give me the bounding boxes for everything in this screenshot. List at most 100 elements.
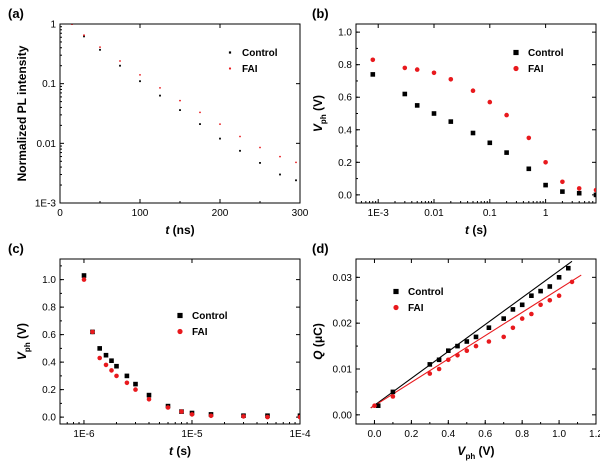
series-control <box>81 273 300 418</box>
y-axis-var: V <box>15 351 29 360</box>
data-point <box>259 146 261 149</box>
data-point <box>97 355 102 361</box>
y-tick-label: 0.4 <box>338 125 352 136</box>
legend-label-control: Control <box>242 48 278 59</box>
data-point <box>486 325 492 330</box>
panel-b: (b) 1E-3 0.01 0.1 1 0.0 0.2 0.4 0.6 0.8 1.0 t (s) Vp… <box>311 6 597 237</box>
y-axis-unit: (V) <box>311 95 325 114</box>
x-tick-label: 1.0 <box>552 429 566 440</box>
data-point <box>114 373 119 379</box>
data-point <box>97 346 102 351</box>
x-tick-label: 200 <box>212 208 229 219</box>
x-tick-label: 1E-4 <box>289 429 311 440</box>
data-point <box>538 302 543 308</box>
legend-marker-control <box>513 49 519 56</box>
data-point <box>473 343 479 349</box>
data-point <box>71 24 73 25</box>
x-tick-label: 0.01 <box>424 208 444 219</box>
data-point <box>83 34 85 37</box>
y-axis-sub: ph <box>23 342 32 352</box>
data-point <box>146 397 152 402</box>
data-layer <box>81 273 300 420</box>
data-point <box>372 403 377 409</box>
data-point <box>208 413 214 419</box>
data-point <box>103 352 109 358</box>
data-point <box>90 329 95 335</box>
data-point <box>576 190 582 196</box>
y-axis-label: Q (μC) <box>311 323 325 360</box>
x-tick-label: 0 <box>57 208 63 219</box>
x-axis-unit: (s) <box>469 223 487 237</box>
x-tick-label: 1E-3 <box>368 208 390 219</box>
x-axis-var: V <box>457 444 466 458</box>
panel-label: (d) <box>312 241 329 256</box>
x-axis-var: t <box>465 223 470 237</box>
legend-label-control: Control <box>408 287 444 298</box>
data-point <box>446 348 451 353</box>
data-point <box>414 67 420 72</box>
legend-marker-fai <box>177 328 183 335</box>
y-tick-label: 1.0 <box>338 28 352 39</box>
data-point <box>473 334 479 340</box>
series-fai <box>81 277 300 420</box>
data-point <box>436 357 442 363</box>
data-point <box>139 80 141 83</box>
panel-c: (c) 1E-6 1E-5 1E-4 0.0 0.2 0.4 0.6 0.8 1.0 t (s) Vp… <box>8 241 311 458</box>
data-point <box>103 362 109 368</box>
data-point <box>124 373 130 379</box>
y-axis-unit: (V) <box>15 323 29 342</box>
x-axis-var: t <box>165 223 170 237</box>
y-tick-label: 1 <box>50 20 56 31</box>
legend: Control FAI <box>177 311 228 338</box>
data-point <box>139 74 141 76</box>
data-point <box>375 403 381 408</box>
y-tick-label: 0.6 <box>338 93 352 104</box>
y-tick-label: 0.03 <box>333 273 353 284</box>
data-point <box>219 137 221 140</box>
x-tick-label: 0.1 <box>483 208 497 219</box>
series-fai <box>370 57 596 193</box>
data-point <box>119 64 121 67</box>
data-point <box>526 135 532 141</box>
data-point <box>159 94 161 97</box>
x-tick-label: 300 <box>292 208 309 219</box>
data-point <box>259 162 261 164</box>
data-point <box>159 87 161 89</box>
y-tick-label: 0.1 <box>42 79 56 90</box>
data-point <box>427 362 433 367</box>
legend-marker-control <box>228 51 232 54</box>
data-point <box>486 339 492 344</box>
y-tick-label: 0.0 <box>42 413 56 424</box>
data-point <box>239 149 241 152</box>
data-point <box>487 99 493 105</box>
data-point <box>501 316 506 321</box>
data-point <box>146 392 152 398</box>
y-axis-label: Vph (V) <box>311 95 328 132</box>
fit-line-control <box>370 260 573 409</box>
data-point <box>464 348 470 354</box>
data-point <box>239 135 241 138</box>
panel-d: (d) 0.0 0.2 0.4 0.6 0.8 1.0 1.2 0.00 0.01 0.02 0.03… <box>311 241 600 461</box>
data-point <box>81 277 87 282</box>
data-point <box>279 173 281 176</box>
data-point <box>199 111 201 114</box>
data-point <box>297 414 300 420</box>
data-point <box>179 109 181 111</box>
data-point <box>448 119 454 124</box>
x-axis-label: Vph (V) <box>457 444 494 461</box>
y-tick-label: 1E-3 <box>35 199 57 210</box>
data-point <box>529 311 534 317</box>
data-point <box>547 298 553 303</box>
legend-marker-control <box>177 312 183 319</box>
x-tick-label: 1.2 <box>589 429 600 440</box>
data-point <box>519 302 525 308</box>
data-point <box>519 316 525 321</box>
legend-marker-fai <box>513 65 519 72</box>
data-point <box>83 35 85 38</box>
x-axis-unit: (V) <box>475 444 494 458</box>
legend-marker-control <box>393 288 399 295</box>
legend-label-fai: FAI <box>408 303 424 314</box>
series-control <box>375 265 571 408</box>
data-point <box>455 353 460 358</box>
legend-label-fai: FAI <box>528 64 544 75</box>
